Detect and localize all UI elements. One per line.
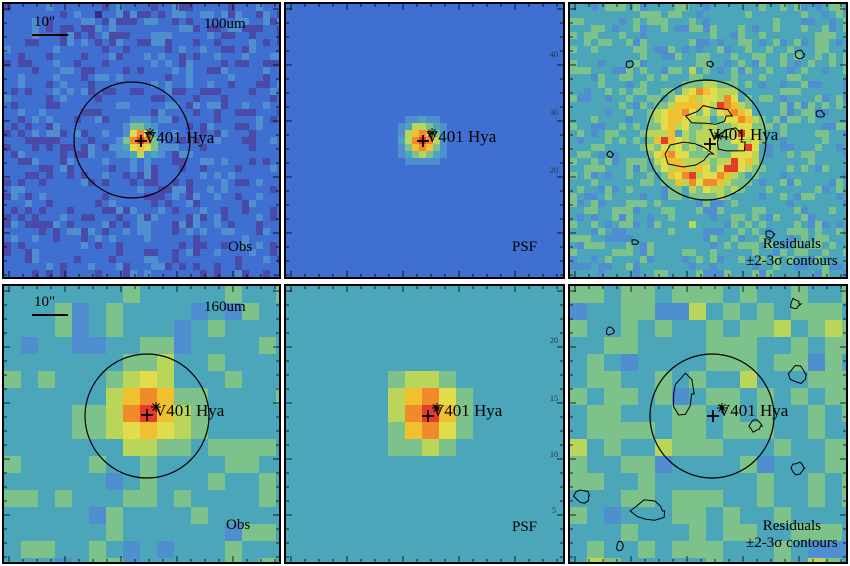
frame-ticks (570, 4, 846, 277)
corner-label: Obs (228, 239, 253, 255)
frame-ticks (570, 286, 846, 562)
source-marker (141, 409, 153, 421)
axis-tick: 10 (550, 450, 558, 459)
panel-100um-obs: 10" 100um V401 Hya Obs (2, 2, 281, 279)
frame-ticks (286, 4, 563, 277)
corner-label: PSF (512, 239, 538, 255)
frame-ticks (4, 4, 279, 277)
star-marker (713, 131, 723, 141)
source-marker (135, 135, 147, 147)
panel-160um-obs: 10" 160um V401 Hya Obs (2, 284, 281, 564)
scale-label: 10" (34, 14, 56, 30)
pixel-grid (286, 286, 563, 562)
residual-map (570, 286, 846, 562)
target-label: V401 Hya (426, 127, 497, 146)
target-label: V401 Hya (144, 128, 215, 147)
star-marker (717, 403, 727, 413)
panel-160um-psf: V401 Hya PSF 20 15 10 5 (284, 284, 565, 564)
residual-map (570, 4, 846, 277)
star-marker (427, 128, 437, 138)
scale-label: 10" (34, 294, 56, 310)
band-label: 160um (204, 299, 246, 315)
band-label: 100um (204, 16, 246, 32)
psf-map (286, 286, 563, 562)
aperture-circle (645, 79, 767, 201)
pixel-grid (570, 286, 846, 562)
frame-ticks (286, 286, 563, 562)
axis-tick: 5 (552, 506, 556, 515)
aperture-circle (649, 353, 775, 479)
frame-ticks (4, 286, 279, 562)
noise-map (4, 4, 279, 277)
panel-160um-residuals: V401 Hya Residuals ±2-3σ contours (568, 284, 848, 564)
aperture-circle (73, 81, 191, 199)
corner-label: Obs (226, 517, 251, 533)
scale-bar (32, 34, 68, 36)
star-marker (432, 403, 442, 413)
axis-tick: 20 (550, 336, 558, 345)
contour-label: ±2-3σ contours (746, 253, 838, 269)
target-label: V401 Hya (432, 401, 503, 420)
pixel-grid (4, 4, 279, 277)
corner-label: PSF (512, 519, 538, 535)
star-marker (151, 402, 161, 412)
residuals-label: Residuals (762, 236, 822, 252)
pixel-grid (286, 4, 563, 277)
corner-label: Residuals ±2-3σ contours (746, 518, 838, 552)
source-marker (704, 138, 716, 150)
contour-label: ±2-3σ contours (746, 535, 838, 551)
panel-100um-psf: V401 Hya PSF 40 30 20 (284, 2, 565, 279)
noise-map (4, 286, 279, 562)
axis-tick: 40 (550, 50, 558, 59)
star-marker (145, 128, 155, 138)
panel-100um-residuals: V401 Hya Residuals ±2-3σ contours (568, 2, 848, 279)
source-marker (417, 135, 429, 147)
source-marker (422, 410, 434, 422)
psf-map (286, 4, 563, 277)
corner-label: Residuals ±2-3σ contours (746, 236, 838, 270)
axis-tick: 15 (550, 394, 558, 403)
target-label: V401 Hya (154, 401, 225, 420)
residuals-label: Residuals (762, 518, 822, 534)
target-label: V401 Hya (708, 125, 779, 144)
axis-tick: 30 (550, 108, 558, 117)
pixel-grid (570, 4, 846, 277)
aperture-circle (84, 353, 210, 479)
axis-tick: 20 (550, 166, 558, 175)
scale-bar (32, 314, 68, 316)
target-label: V401 Hya (718, 401, 789, 420)
pixel-grid (4, 286, 279, 562)
source-marker (707, 410, 719, 422)
contour-lines (572, 297, 807, 552)
